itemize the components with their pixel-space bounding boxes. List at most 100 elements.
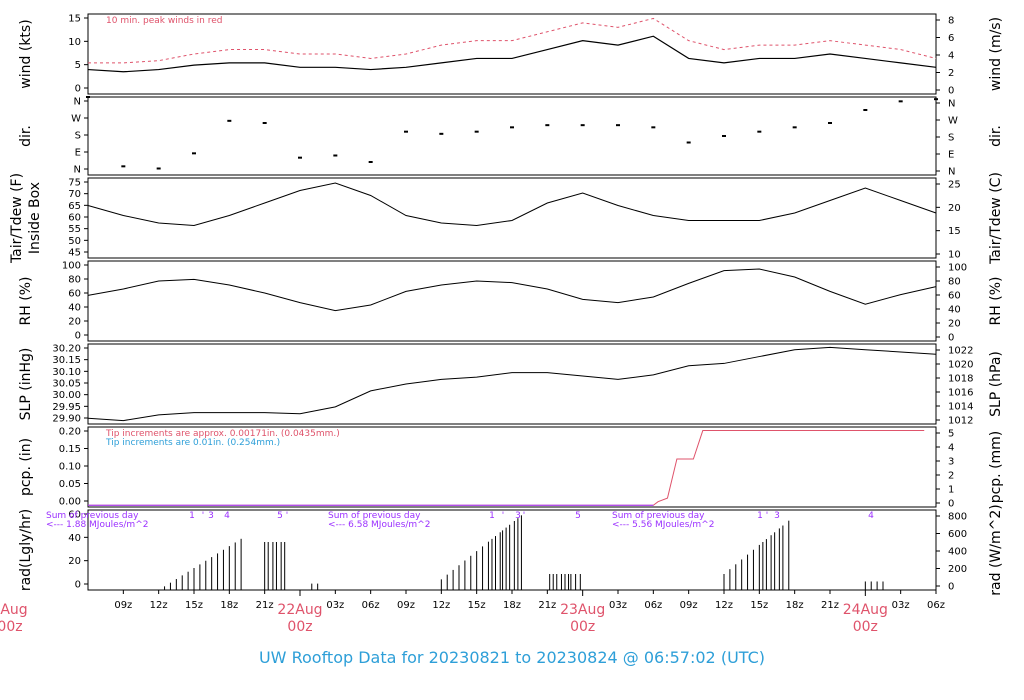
tick-label-left: 30.05 [52, 379, 81, 390]
tick-label-left: 0.20 [59, 427, 81, 438]
tick-label-left: 0.00 [59, 497, 81, 508]
ylabel-right: rad (W/m^2) [988, 504, 1004, 595]
tick-label-left: 40 [68, 533, 81, 544]
uv-label: ' [766, 511, 768, 521]
pcp-note: Tip increments are 0.01in. (0.254mm.) [105, 438, 280, 448]
tick-label-right: 800 [948, 512, 967, 523]
tick-label-right: 100 [948, 263, 967, 274]
tick-label-left: 80 [68, 275, 81, 286]
temperature-series [87, 182, 937, 227]
peak-wind-series [88, 17, 937, 64]
panel-frames [87, 13, 937, 591]
ylabel-left: pcp. (in) [18, 438, 34, 496]
tick-label-right: 0 [948, 86, 954, 97]
tick-label-left: S [75, 131, 81, 142]
panel-frame [87, 96, 937, 176]
ylabel-left: Inside Box [27, 182, 43, 254]
footer-title: UW Rooftop Data for 20230821 to 20230824… [258, 648, 766, 667]
uv-label: ' [202, 511, 204, 521]
wind-note: 10 min. peak winds in red [106, 16, 223, 26]
tick-label-right: 400 [948, 547, 967, 558]
SLP-series [87, 346, 937, 422]
x-tick-label: 12z [432, 600, 450, 611]
tick-label-right: 40 [948, 305, 961, 316]
tick-label-right: 4 [948, 443, 954, 454]
tick-label-right: 1020 [948, 360, 973, 371]
tick-label-right: 0 [948, 333, 954, 344]
date-hour-label: 00z [570, 619, 595, 635]
x-tick-label: 15z [750, 600, 768, 611]
x-tick-label: 18z [220, 600, 238, 611]
x-tick-label: 21z [821, 600, 839, 611]
tick-label-right: 1012 [948, 416, 973, 427]
tick-label-left: 60 [68, 289, 81, 300]
tick-label-right: 25 [948, 180, 961, 191]
uv-label: 3 [774, 511, 780, 521]
x-tick-label: 03z [892, 600, 910, 611]
tick-label-left: 0 [75, 580, 81, 591]
tick-label-right: 20 [948, 319, 961, 330]
tick-label-right: 0 [948, 499, 954, 510]
date-label: 22Aug [277, 602, 322, 618]
x-axis: 09z 12z 15z 18z 21z 03z 06z 09z 12z 15z 18z 21z 03z 0… [0, 590, 945, 635]
tick-label-left: 70 [68, 189, 81, 200]
x-tick-label: 06z [644, 600, 662, 611]
x-tick-label: 21z [256, 600, 274, 611]
tick-label-left: 65 [68, 201, 81, 212]
uv-label: ' [502, 511, 504, 521]
tick-label-left: 5 [75, 60, 81, 71]
tick-label-right: 3 [948, 457, 954, 468]
x-tick-label: 09z [114, 600, 132, 611]
tick-label-right: 6 [948, 33, 954, 44]
tick-label-left: 15 [68, 14, 81, 25]
tick-label-right: 1 [948, 485, 954, 496]
panel-frame [87, 426, 937, 508]
tick-label-right: 1018 [948, 374, 973, 385]
tick-label-left: 20 [68, 317, 81, 328]
date-label: 23Aug [560, 602, 605, 618]
panel-frame [87, 343, 937, 425]
tick-label-left: 100 [62, 261, 81, 272]
tick-label-right: 2 [948, 68, 954, 79]
tick-label-left: 60 [68, 510, 81, 521]
tick-label-right: 600 [948, 529, 967, 540]
pcp-note: Tip increments are approx. 0.00171in. (0… [105, 429, 340, 439]
rad-note: Sum of previous day [612, 511, 705, 521]
precipitation-series [88, 430, 925, 506]
x-tick-label: 09z [680, 600, 698, 611]
ylabel-right: wind (m/s) [988, 17, 1004, 91]
ylabel-left: RH (%) [18, 277, 34, 326]
tick-label-right: S [948, 133, 954, 144]
annotations: 10 min. peak winds in red Tip increments … [46, 16, 874, 530]
tick-label-right: 0 [948, 582, 954, 593]
ylabel-right: RH (%) [988, 277, 1004, 326]
tick-label-left: 0 [75, 331, 81, 342]
uv-label: 1 [189, 511, 195, 521]
tick-label-right: N [948, 167, 955, 178]
tick-label-left: 45 [68, 248, 81, 259]
RH-series [87, 268, 937, 312]
panel-frame [87, 177, 937, 259]
tick-label-right: 10 [948, 250, 961, 261]
tick-label-right: 20 [948, 203, 961, 214]
ylabel-right: SLP (hPa) [988, 351, 1004, 417]
tick-label-left: 0.10 [59, 462, 81, 473]
rad-note: Sum of previous day [328, 511, 421, 521]
date-hour-label: 00z [287, 619, 312, 635]
date-hour-label: 00z [853, 619, 878, 635]
uv-label: 4 [224, 511, 230, 521]
tick-label-right: 8 [948, 16, 954, 27]
x-tick-label: 15z [185, 600, 203, 611]
panel-frame [87, 260, 937, 342]
tick-label-left: W [71, 114, 81, 125]
tick-label-right: 80 [948, 277, 961, 288]
tick-label-left: 0.05 [59, 479, 81, 490]
x-tick-label: 06z [362, 600, 380, 611]
ylabel-left: dir. [18, 125, 34, 147]
tick-label-left: 30.20 [52, 344, 81, 355]
tick-label-right: 2 [948, 471, 954, 482]
tick-label-left: 0.15 [59, 444, 81, 455]
